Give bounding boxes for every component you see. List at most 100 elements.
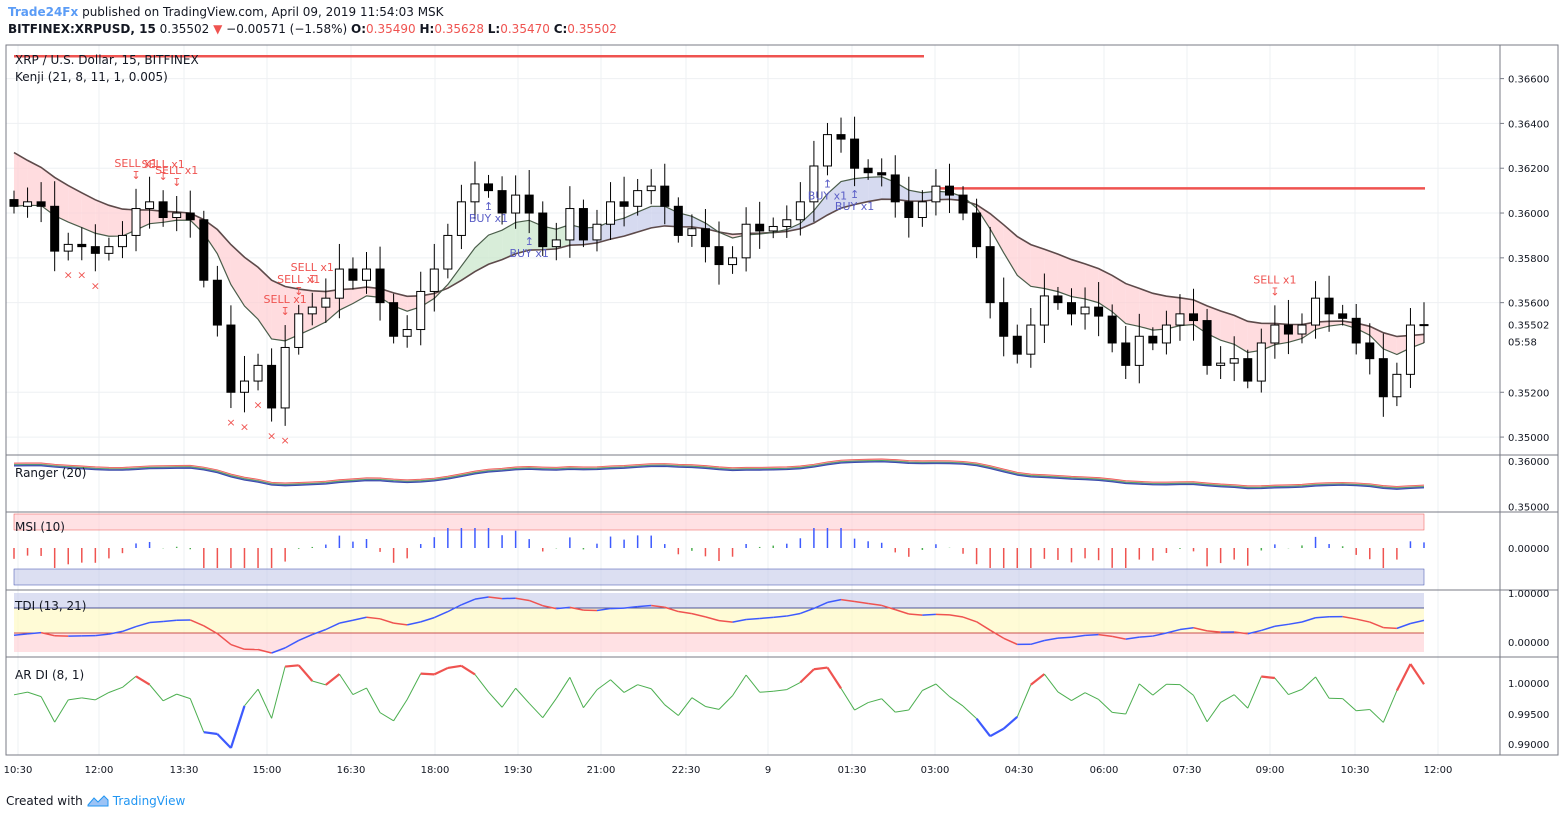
ardi-line-segment [54, 699, 69, 723]
kenji-band-segment [14, 152, 28, 207]
tdi-line-segment [1396, 622, 1411, 630]
ardi-line-segment [433, 666, 449, 676]
trading-chart[interactable]: SELL x1↧SELL x1↧SELL x1↧SELL x1↧SELL x1↧… [0, 40, 1565, 790]
candle-body [578, 208, 588, 241]
ardi-line-segment [203, 731, 218, 736]
time-tick-label: 13:30 [170, 765, 199, 776]
tdi-line-segment [189, 619, 205, 627]
kenji-band-segment [841, 178, 855, 209]
ardi-line-segment [1112, 711, 1126, 715]
price-tick-label: 0.36600 [1508, 75, 1549, 86]
time-axis[interactable]: 10:30 12:00 13:30 15:00 16:30 18:00 19:30 21:00… [4, 765, 1453, 776]
kenji-band-segment [1085, 263, 1099, 303]
kenji-band-segment [68, 185, 82, 228]
kenji-band-segment [217, 229, 231, 285]
sell-arrow-icon: ↧ [159, 170, 168, 183]
candle-body [700, 228, 710, 248]
candle-body [280, 346, 290, 409]
ardi-line-segment [379, 712, 394, 722]
ardi-line-segment [312, 680, 326, 686]
ardi-line-segment [705, 705, 720, 710]
ardi-line-segment [623, 684, 638, 693]
tdi-line-segment [1057, 636, 1072, 639]
kenji-band-segment [1125, 283, 1140, 327]
ardi-line-segment [596, 679, 611, 691]
ardi-line-segment [271, 666, 286, 719]
tdi-line-segment [569, 606, 584, 611]
ardi-line-segment [1342, 698, 1357, 712]
buy-signal-label: BUY x1 [808, 189, 847, 202]
price-tick-label: 0.35200 [1508, 388, 1549, 399]
sell-signal-label: SELL x1 [264, 293, 307, 306]
kenji-band-segment [827, 181, 842, 215]
ardi-tick-label: 0.99000 [1508, 740, 1549, 751]
candle-body [1012, 335, 1022, 355]
candle-body [1107, 315, 1117, 344]
tradingview-link[interactable]: TradingView [112, 794, 186, 808]
tdi-line-segment [800, 607, 815, 615]
kenji-band-segment [1152, 293, 1167, 331]
buy-arrow-icon: ↥ [823, 177, 832, 190]
last-price: 0.35502 [159, 22, 210, 36]
ardi-line-segment [393, 699, 408, 722]
candle-body [538, 212, 548, 248]
candle-body [1094, 306, 1104, 317]
kenji-band-segment [488, 230, 503, 265]
tdi-line-segment [216, 633, 232, 646]
candle-body [9, 199, 19, 207]
ardi-line-segment [1369, 709, 1384, 723]
candle-body [1189, 313, 1199, 322]
close-label: C: [553, 22, 568, 36]
candle-body [1121, 342, 1131, 366]
ardi-line-segment [1274, 677, 1289, 695]
tdi-line-segment [461, 598, 476, 606]
ardi-line-segment [664, 704, 679, 716]
kenji-band-segment [1112, 275, 1126, 324]
tdi-line-segment [949, 614, 964, 618]
tdi-line-segment [366, 616, 381, 620]
stop-marker-icon: × [64, 268, 73, 281]
candle-body [239, 380, 249, 393]
indicators [13, 458, 1425, 749]
price-axis[interactable]: 0.36600 0.36400 0.36200 0.36000 0.35800 0.356… [1500, 75, 1549, 751]
ranger-line [13, 460, 1425, 489]
tdi-line-segment [1369, 621, 1384, 629]
last-price-label: 0.35502 [1508, 321, 1549, 332]
candle-body [1161, 324, 1171, 344]
stop-marker-icon: × [281, 434, 290, 447]
candle-body [253, 364, 263, 382]
publisher-name[interactable]: Trade24Fx [8, 5, 79, 19]
low-value: 0.35470 [500, 22, 550, 36]
tdi-line-segment [840, 598, 855, 603]
candle-body [50, 205, 60, 252]
ardi-line-segment [501, 687, 517, 708]
tdi-line-segment [556, 606, 570, 610]
ardi-line-segment [27, 691, 42, 698]
ardi-line-segment [854, 702, 869, 711]
tdi-label: TDI (13, 21) [14, 599, 86, 613]
msi-tick-label: 0.00000 [1508, 544, 1549, 555]
tdi-line-segment [637, 604, 652, 608]
ranger-label: Ranger (20) [15, 466, 86, 480]
ardi-line-segment [176, 693, 191, 700]
candle-body [728, 257, 738, 266]
buy-arrow-icon: ↥ [484, 200, 493, 213]
down-arrow-icon: ▼ [213, 22, 223, 36]
tdi-line-segment [393, 622, 408, 626]
ardi-line-segment [68, 697, 82, 701]
tdi-line-segment [339, 619, 354, 624]
time-tick-label: 12:00 [1424, 765, 1453, 776]
candle-body [999, 302, 1009, 337]
ardi-line-segment [569, 677, 584, 708]
ardi-line-segment [1084, 692, 1099, 700]
tdi-line-segment [407, 621, 421, 626]
tdi-line-segment [624, 605, 638, 609]
candle-body [389, 302, 399, 337]
candle-body [1243, 358, 1253, 382]
sell-signal-label: SELL x1 [142, 158, 185, 171]
tdi-line-segment [1071, 634, 1086, 638]
candle-body [443, 234, 453, 270]
candle-body [1216, 362, 1226, 366]
tdi-line-segment [1383, 626, 1397, 630]
tdi-line-segment [1288, 621, 1303, 626]
